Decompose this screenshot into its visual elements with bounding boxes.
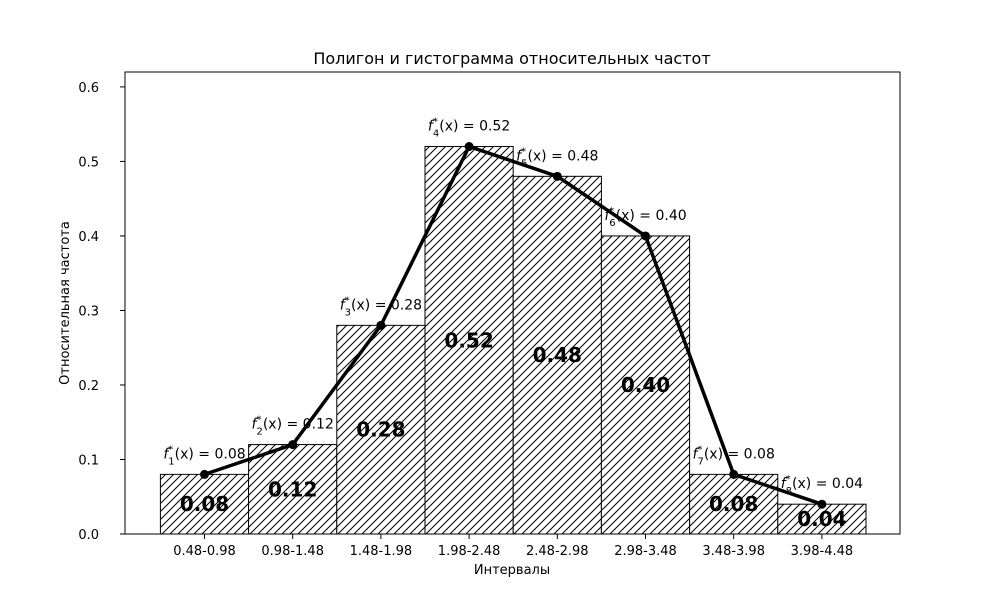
bar-6 — [600, 235, 691, 535]
polygon-point-4 — [464, 142, 474, 152]
polygon-point-5 — [552, 171, 562, 181]
x-tick-label-2: 0.98-1.48 — [261, 544, 324, 559]
bar-value-label-5: 0.48 — [533, 343, 582, 367]
y-tick-label-5: 0.5 — [78, 155, 99, 170]
x-tick-label-4: 1.98-2.48 — [438, 544, 501, 559]
x-tick-label-7: 3.48-3.98 — [702, 544, 765, 559]
y-tick-label-0: 0.0 — [78, 528, 99, 543]
chart-title: Полигон и гистограмма относительных част… — [313, 49, 710, 68]
polygon-point-label-8: f* 8(x) = 0.04 — [781, 474, 863, 497]
polygon-point-2 — [288, 440, 298, 450]
x-tick-label-5: 2.48-2.98 — [526, 544, 589, 559]
x-tick-label-3: 1.48-1.98 — [350, 544, 413, 559]
plot-frame — [124, 71, 901, 535]
polygon-point-label-1: f* 1(x) = 0.08 — [163, 444, 245, 467]
bar-value-label-3: 0.28 — [356, 418, 405, 442]
bar-value-label-1: 0.08 — [180, 492, 229, 516]
x-tick-label-8: 3.98-4.48 — [791, 544, 854, 559]
bar-1 — [159, 473, 250, 535]
y-tick-label-6: 0.6 — [78, 81, 99, 96]
y-tick-label-4: 0.4 — [78, 230, 99, 245]
y-axis-label: Относительная частота — [58, 221, 73, 385]
polygon-point-label-6: f* 6(x) = 0.40 — [604, 206, 686, 229]
polygon-point-label-7: f* 7(x) = 0.08 — [693, 444, 775, 467]
x-tick-label-1: 0.48-0.98 — [173, 544, 236, 559]
bar-4 — [424, 146, 514, 535]
polygon-point-label-4: f* 4(x) = 0.52 — [428, 117, 510, 140]
y-tick-label-1: 0.1 — [78, 453, 99, 468]
frequency-polygon-line — [203, 144, 823, 506]
polygon-point-3 — [376, 320, 386, 330]
polygon-point-label-2: f* 2(x) = 0.12 — [252, 415, 334, 438]
bar-value-label-8: 0.04 — [797, 507, 846, 531]
polygon-point-1 — [200, 469, 209, 479]
bar-2 — [248, 444, 338, 535]
polygon-point-label-5: f* 5(x) = 0.48 — [516, 146, 598, 169]
bar-5 — [512, 175, 602, 535]
bar-value-label-2: 0.12 — [268, 477, 317, 501]
y-tick-label-2: 0.2 — [78, 379, 99, 394]
polygon-point-8 — [817, 499, 827, 509]
polygon-point-6 — [641, 231, 650, 241]
polygon-point-label-3: f* 3(x) = 0.28 — [340, 295, 422, 318]
x-axis-label: Интервалы — [474, 563, 550, 578]
bar-8 — [777, 503, 867, 535]
bar-value-label-7: 0.08 — [709, 492, 758, 516]
polygon-point-7 — [729, 469, 739, 479]
y-tick-label-3: 0.3 — [78, 304, 99, 319]
bar-value-label-6: 0.40 — [621, 373, 670, 397]
bar-value-label-4: 0.52 — [444, 328, 493, 352]
x-tick-label-6: 2.98-3.48 — [614, 544, 677, 559]
